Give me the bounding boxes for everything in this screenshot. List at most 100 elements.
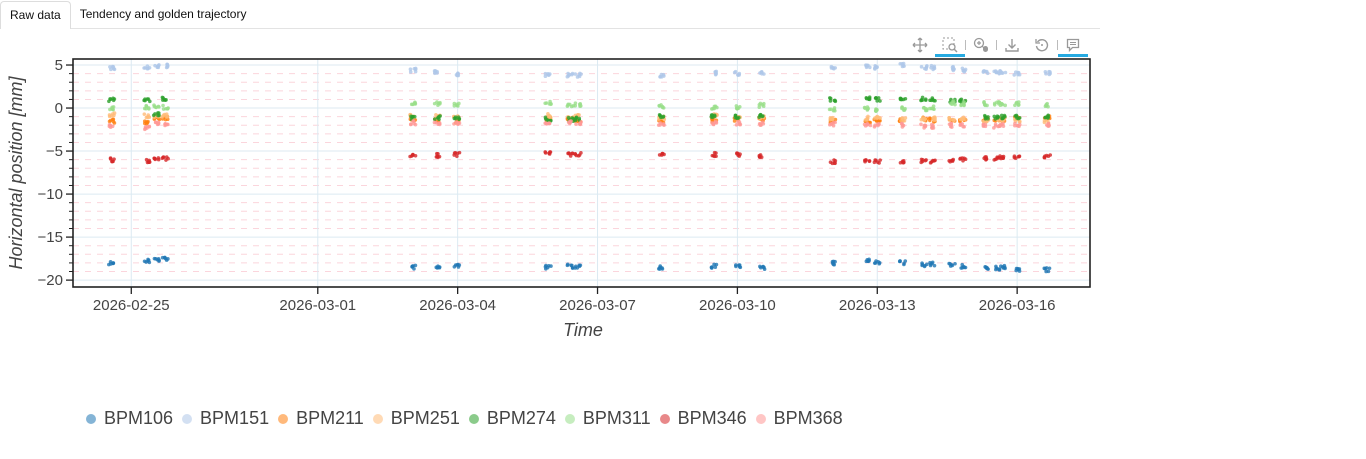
data-point-bpm274 xyxy=(437,114,441,119)
pan-tool-button[interactable] xyxy=(905,35,935,55)
data-point-bpm346 xyxy=(566,151,571,155)
data-point-bpm274 xyxy=(146,97,151,101)
data-point-bpm346 xyxy=(948,159,952,164)
data-point-bpm346 xyxy=(1048,153,1053,157)
data-point-bpm106 xyxy=(986,267,990,271)
data-point-bpm106 xyxy=(1003,265,1007,270)
data-point-bpm211 xyxy=(144,120,149,124)
data-point-bpm346 xyxy=(878,158,882,162)
data-point-bpm151 xyxy=(1012,73,1017,77)
data-point-bpm346 xyxy=(161,155,166,159)
data-point-bpm346 xyxy=(877,161,881,165)
data-point-bpm311 xyxy=(999,102,1004,106)
legend-item-bpm211[interactable]: BPM211 xyxy=(278,408,364,429)
data-point-bpm368 xyxy=(714,121,719,125)
data-point-bpm311 xyxy=(711,106,715,111)
data-point-bpm346 xyxy=(828,160,833,164)
data-point-bpm311 xyxy=(962,103,966,108)
data-point-bpm274 xyxy=(867,95,872,99)
hover-comment-icon xyxy=(1066,38,1080,53)
data-point-bpm346 xyxy=(576,154,581,158)
data-point-bpm251 xyxy=(933,115,937,120)
data-point-bpm311 xyxy=(931,104,936,108)
data-point-bpm311 xyxy=(435,100,439,104)
data-point-bpm251 xyxy=(903,116,908,120)
data-point-bpm151 xyxy=(900,64,905,69)
data-point-bpm346 xyxy=(901,160,905,164)
data-point-bpm106 xyxy=(898,259,902,263)
data-point-bpm274 xyxy=(920,98,925,102)
data-point-bpm346 xyxy=(928,161,933,165)
legend-item-bpm106[interactable]: BPM106 xyxy=(86,408,173,429)
save-tool-button[interactable] xyxy=(997,35,1027,55)
data-point-bpm311 xyxy=(995,100,999,105)
data-point-bpm251 xyxy=(873,116,877,120)
legend-item-bpm251[interactable]: BPM251 xyxy=(372,408,460,429)
data-point-bpm274 xyxy=(437,117,441,122)
data-point-bpm368 xyxy=(568,120,573,125)
data-point-bpm311 xyxy=(161,103,165,108)
data-point-bpm106 xyxy=(961,264,966,269)
data-point-bpm368 xyxy=(736,119,740,124)
data-point-bpm368 xyxy=(868,123,873,128)
data-point-bpm311 xyxy=(549,102,553,107)
data-point-bpm368 xyxy=(574,122,578,127)
data-point-bpm106 xyxy=(435,266,440,270)
tab-raw-data[interactable]: Raw data xyxy=(0,1,71,29)
data-point-bpm106 xyxy=(1047,266,1052,271)
data-point-bpm274 xyxy=(432,117,437,122)
data-point-bpm151 xyxy=(831,66,835,70)
series-bpm106 xyxy=(107,255,1052,274)
legend-label: BPM251 xyxy=(390,408,460,428)
reset-tool-button[interactable] xyxy=(1027,35,1057,55)
data-point-bpm151 xyxy=(714,71,718,76)
data-point-bpm274 xyxy=(108,97,112,101)
data-point-bpm368 xyxy=(737,122,742,127)
data-point-bpm251 xyxy=(162,112,167,117)
data-point-bpm346 xyxy=(862,158,867,163)
data-point-bpm151 xyxy=(408,67,413,72)
data-point-bpm251 xyxy=(865,117,870,122)
data-point-bpm151 xyxy=(143,66,147,70)
data-point-bpm106 xyxy=(452,264,457,269)
data-point-bpm251 xyxy=(900,116,905,120)
data-point-bpm151 xyxy=(570,72,574,77)
hover-tool-button[interactable] xyxy=(1058,35,1088,57)
data-point-bpm251 xyxy=(142,112,147,116)
y-tick-label: 0 xyxy=(55,100,63,117)
legend-label: BPM346 xyxy=(677,408,747,428)
data-point-bpm106 xyxy=(872,261,877,265)
legend-item-bpm274[interactable]: BPM274 xyxy=(468,408,556,429)
grid-lines xyxy=(73,59,1090,287)
data-point-bpm151 xyxy=(1017,72,1022,77)
legend-item-bpm346[interactable]: BPM346 xyxy=(659,408,747,429)
wheel-zoom-tool-button[interactable] xyxy=(966,35,996,55)
data-point-bpm106 xyxy=(1043,266,1048,271)
data-point-bpm311 xyxy=(713,104,718,109)
data-point-bpm251 xyxy=(921,116,925,120)
box-zoom-tool-button[interactable] xyxy=(935,35,965,57)
data-point-bpm368 xyxy=(876,123,880,128)
data-point-bpm151 xyxy=(919,65,924,69)
legend-marker-icon xyxy=(278,413,289,424)
legend-marker-icon xyxy=(564,413,575,424)
tab-tendency-golden-trajectory[interactable]: Tendency and golden trajectory xyxy=(79,7,247,21)
data-point-bpm106 xyxy=(658,265,662,270)
data-point-bpm251 xyxy=(985,119,989,124)
data-point-bpm151 xyxy=(164,65,169,70)
data-point-bpm346 xyxy=(1017,154,1022,159)
legend-item-bpm311[interactable]: BPM311 xyxy=(564,408,651,429)
data-point-bpm346 xyxy=(547,151,551,156)
data-point-bpm311 xyxy=(1016,100,1021,104)
data-point-bpm368 xyxy=(900,121,904,126)
x-tick-label: 2026-03-07 xyxy=(559,297,636,314)
data-point-bpm311 xyxy=(659,103,663,107)
data-point-bpm368 xyxy=(981,123,986,128)
data-point-bpm274 xyxy=(875,99,879,103)
data-point-bpm151 xyxy=(925,63,929,68)
legend-item-bpm368[interactable]: BPM368 xyxy=(755,408,843,429)
legend-item-bpm151[interactable]: BPM151 xyxy=(182,408,269,429)
data-point-bpm274 xyxy=(412,114,417,119)
data-point-bpm368 xyxy=(456,122,460,127)
